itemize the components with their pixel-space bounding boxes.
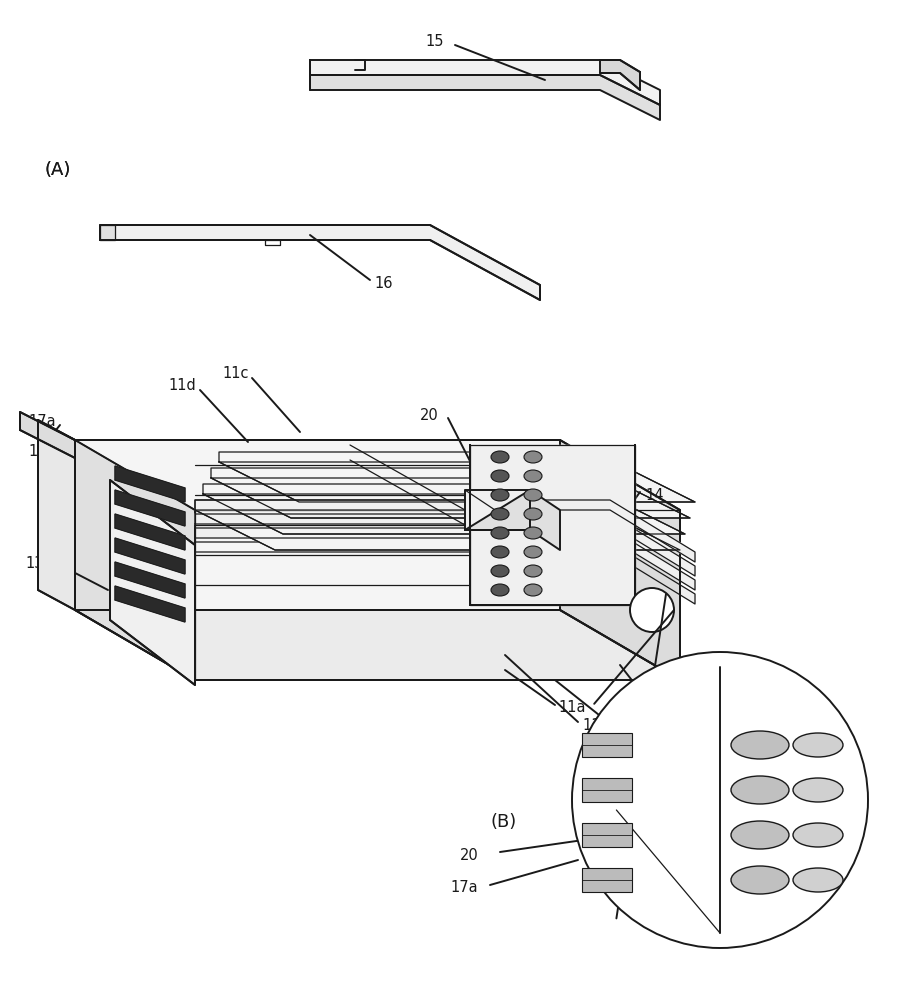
Polygon shape — [20, 412, 75, 458]
Text: (A): (A) — [45, 161, 71, 179]
Ellipse shape — [491, 508, 509, 520]
Circle shape — [630, 588, 674, 632]
Ellipse shape — [793, 733, 843, 757]
Ellipse shape — [524, 508, 542, 520]
Polygon shape — [115, 490, 185, 526]
Polygon shape — [310, 60, 660, 105]
Ellipse shape — [524, 565, 542, 577]
Bar — [582, 778, 632, 802]
Ellipse shape — [793, 823, 843, 847]
Ellipse shape — [491, 489, 509, 501]
Polygon shape — [195, 542, 695, 604]
Polygon shape — [115, 562, 185, 598]
Ellipse shape — [793, 868, 843, 892]
Text: 20: 20 — [420, 408, 439, 422]
Polygon shape — [115, 514, 185, 550]
Bar — [582, 823, 632, 847]
Text: 17: 17 — [28, 444, 47, 460]
Polygon shape — [195, 510, 680, 550]
Polygon shape — [38, 420, 75, 610]
Text: (B): (B) — [490, 813, 516, 831]
Polygon shape — [219, 462, 695, 502]
Polygon shape — [465, 490, 530, 530]
Circle shape — [572, 652, 868, 948]
Polygon shape — [115, 538, 185, 574]
Ellipse shape — [524, 527, 542, 539]
Ellipse shape — [491, 546, 509, 558]
Bar — [582, 868, 632, 892]
Polygon shape — [100, 225, 540, 300]
Ellipse shape — [524, 584, 542, 596]
Ellipse shape — [491, 451, 509, 463]
Text: 13: 13 — [25, 556, 43, 570]
Text: 16: 16 — [374, 275, 392, 290]
Polygon shape — [600, 60, 640, 90]
Ellipse shape — [731, 866, 789, 894]
Ellipse shape — [793, 778, 843, 802]
Polygon shape — [310, 75, 660, 120]
Polygon shape — [560, 440, 680, 680]
Polygon shape — [75, 610, 680, 680]
Ellipse shape — [731, 776, 789, 804]
Text: 17a: 17a — [450, 880, 478, 896]
Text: 11: 11 — [582, 718, 601, 732]
Polygon shape — [470, 445, 635, 605]
Text: 11c: 11c — [222, 366, 249, 381]
Ellipse shape — [731, 821, 789, 849]
Ellipse shape — [491, 527, 509, 539]
Text: 11b: 11b — [692, 748, 720, 762]
Text: (A): (A) — [45, 161, 71, 179]
Polygon shape — [195, 528, 695, 590]
Ellipse shape — [524, 470, 542, 482]
Ellipse shape — [524, 546, 542, 558]
Bar — [582, 733, 632, 757]
Ellipse shape — [524, 451, 542, 463]
Polygon shape — [115, 586, 185, 622]
Ellipse shape — [524, 489, 542, 501]
Polygon shape — [75, 440, 560, 610]
Polygon shape — [195, 514, 695, 576]
Ellipse shape — [491, 565, 509, 577]
Polygon shape — [465, 490, 560, 550]
Polygon shape — [110, 480, 195, 685]
Text: 11d: 11d — [632, 734, 660, 748]
Text: 14: 14 — [645, 488, 664, 502]
Text: 18: 18 — [548, 448, 567, 462]
Polygon shape — [75, 440, 195, 680]
Polygon shape — [100, 225, 115, 240]
Text: 15: 15 — [425, 34, 444, 49]
Polygon shape — [115, 466, 185, 502]
Text: 17a: 17a — [28, 414, 56, 430]
Polygon shape — [211, 478, 690, 518]
Text: 11d: 11d — [168, 378, 196, 393]
Text: 11a: 11a — [558, 700, 585, 716]
Polygon shape — [203, 494, 685, 534]
Polygon shape — [195, 500, 695, 562]
Ellipse shape — [491, 584, 509, 596]
Ellipse shape — [731, 731, 789, 759]
Ellipse shape — [491, 470, 509, 482]
Text: 20: 20 — [460, 848, 479, 862]
